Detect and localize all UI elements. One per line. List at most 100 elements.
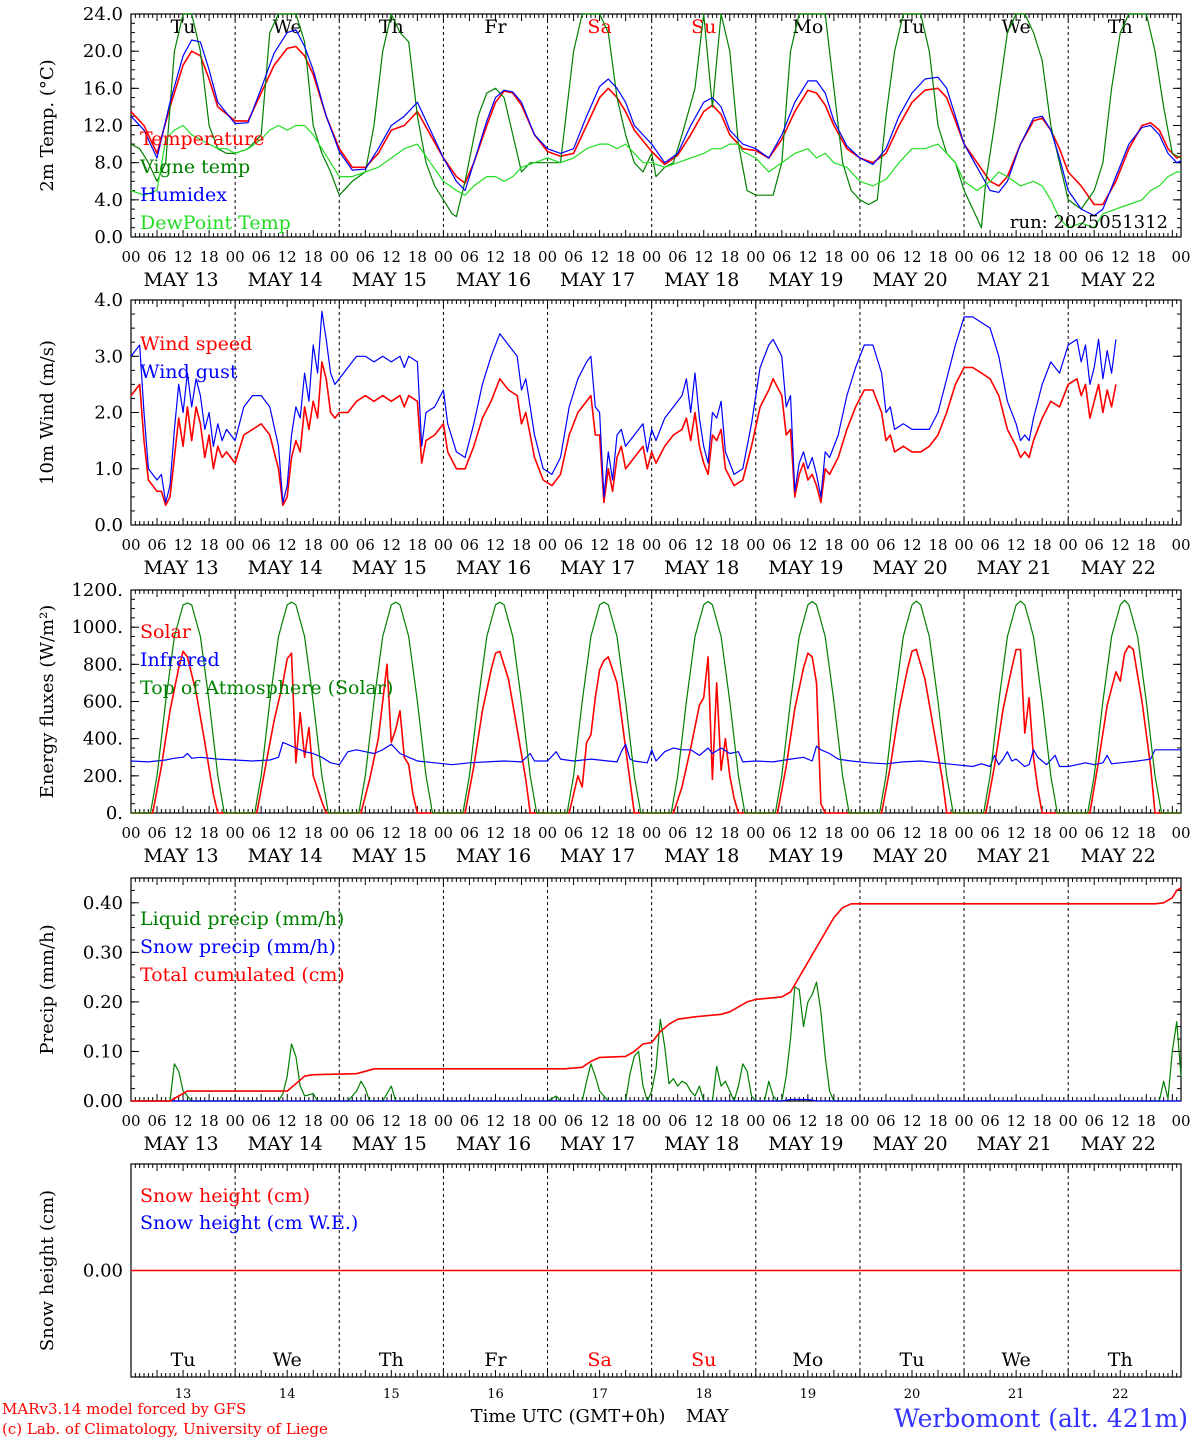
day-number-label: 15 [383, 1387, 400, 1402]
hour-tick-label: 06 [981, 1112, 1000, 1130]
legend-entry: Liquid precip (mm/h) [140, 908, 344, 930]
y-tick-label: 0.0 [94, 515, 123, 536]
hour-tick-label: 00 [538, 1112, 557, 1130]
hour-tick-label: 00 [226, 1112, 245, 1130]
hour-tick-label: 12 [798, 824, 817, 842]
hour-tick-label: 12 [798, 1112, 817, 1130]
station-label: Werbomont (alt. 421m) [894, 1404, 1188, 1433]
hour-tick-label: 06 [356, 248, 375, 266]
day-number-label: 17 [591, 1387, 608, 1402]
weekday-label: Tu [171, 1349, 196, 1371]
weekday-label: Su [691, 1349, 716, 1371]
day-number-label: 14 [279, 1387, 296, 1402]
hour-tick-label: 18 [304, 248, 323, 266]
hour-tick-label: 18 [824, 1112, 843, 1130]
hour-tick-label: 18 [408, 1112, 427, 1130]
hour-tick-label: 00 [538, 248, 557, 266]
date-label: MAY 14 [248, 1133, 323, 1155]
y-tick-label: 0.40 [83, 893, 123, 914]
y-tick-label: 4.0 [94, 190, 123, 211]
y-axis-label: Energy fluxes (W/m²) [37, 605, 58, 799]
hour-tick-label: 00 [434, 248, 453, 266]
hour-tick-label: 06 [668, 824, 687, 842]
hour-tick-label: 06 [876, 824, 895, 842]
hour-tick-label: 18 [1033, 248, 1052, 266]
hour-tick-label: 12 [1111, 248, 1130, 266]
hour-tick-label: 12 [174, 536, 193, 554]
hour-tick-label: 18 [304, 1112, 323, 1130]
hour-tick-label: 06 [147, 536, 166, 554]
date-label: MAY 13 [143, 845, 218, 867]
hour-tick-label: 00 [1059, 824, 1078, 842]
y-tick-label: 8.0 [94, 153, 123, 174]
hour-tick-label: 00 [850, 1112, 869, 1130]
hour-tick-label: 06 [981, 248, 1000, 266]
hour-tick-label: 06 [772, 536, 791, 554]
hour-tick-label: 00 [850, 536, 869, 554]
hour-tick-label: 12 [174, 248, 193, 266]
hour-tick-label: 00 [1059, 536, 1078, 554]
hour-tick-label: 12 [694, 1112, 713, 1130]
hour-tick-label: 00 [746, 1112, 765, 1130]
y-tick-label: 0.00 [83, 1091, 123, 1112]
hour-tick-label: 06 [876, 248, 895, 266]
hour-tick-label: 00 [330, 248, 349, 266]
hour-tick-label: 12 [382, 1112, 401, 1130]
hour-tick-label: 18 [200, 824, 219, 842]
y-tick-label: 200. [83, 766, 123, 787]
hour-tick-label: 12 [382, 248, 401, 266]
hour-tick-label: 06 [772, 248, 791, 266]
hour-tick-label: 18 [824, 248, 843, 266]
y-tick-label: 0.00 [83, 1261, 123, 1282]
wind-panel: 0.0 1.0 2.0 3.0 4.0 10m Wind (m/s) 00 06 12 18 MAY… [37, 290, 1191, 579]
weekday-label: Th [1108, 16, 1133, 38]
energy-panel: 0. 200. 400. 600. 800. 1000. 1200. Energy fluxe… [37, 580, 1191, 867]
date-label: MAY 20 [872, 845, 947, 867]
hour-tick-label: 12 [278, 248, 297, 266]
hour-tick-label: 00 [1059, 248, 1078, 266]
hour-tick-label: 12 [590, 1112, 609, 1130]
weekday-label: Th [379, 16, 404, 38]
date-label: MAY 19 [768, 557, 843, 579]
hour-tick-label: 06 [772, 824, 791, 842]
hour-tick-label: 18 [1137, 824, 1156, 842]
run-label: run: 2025051312 [1010, 212, 1168, 233]
y-axis-label: 10m Wind (m/s) [37, 340, 58, 485]
hour-tick-label: 12 [694, 536, 713, 554]
weekday-label: Tu [171, 16, 196, 38]
date-label: MAY 14 [248, 845, 323, 867]
date-label: MAY 16 [456, 269, 531, 291]
hour-tick-label: 06 [564, 248, 583, 266]
legend-entry: Snow precip (mm/h) [140, 936, 336, 958]
weekday-label: We [273, 1349, 302, 1371]
day-number-label: 21 [1008, 1387, 1025, 1402]
date-label: MAY 18 [664, 1133, 739, 1155]
hour-tick-label: 00 [434, 536, 453, 554]
series-line [131, 644, 1181, 814]
hour-tick-label: 12 [902, 824, 921, 842]
series-line [130, 310, 1117, 504]
legend-entry: Temperature [140, 128, 264, 150]
y-tick-label: 2.0 [94, 403, 123, 424]
hour-tick-label: 00 [746, 824, 765, 842]
hour-tick-label: 00 [642, 536, 661, 554]
hour-tick-label: 12 [278, 824, 297, 842]
hour-tick-label: 00 [955, 824, 974, 842]
hour-tick-label: 18 [512, 824, 531, 842]
y-tick-label: 0.10 [83, 1041, 123, 1062]
y-axis-label: Snow height (cm) [37, 1190, 58, 1351]
hour-tick-label: 18 [1033, 1112, 1052, 1130]
weekday-label: Mo [792, 1349, 823, 1371]
date-label: MAY 21 [977, 269, 1052, 291]
date-label: MAY 20 [872, 557, 947, 579]
hour-tick-label: 18 [616, 824, 635, 842]
hour-tick-label: 18 [616, 1112, 635, 1130]
hour-tick-label: 06 [1085, 1112, 1104, 1130]
hour-tick-label: 00 [850, 824, 869, 842]
hour-tick-label: 12 [694, 824, 713, 842]
date-label: MAY 16 [456, 1133, 531, 1155]
hour-tick-label: 06 [252, 824, 271, 842]
hour-tick-label: 18 [408, 824, 427, 842]
hour-tick-label: 06 [981, 824, 1000, 842]
